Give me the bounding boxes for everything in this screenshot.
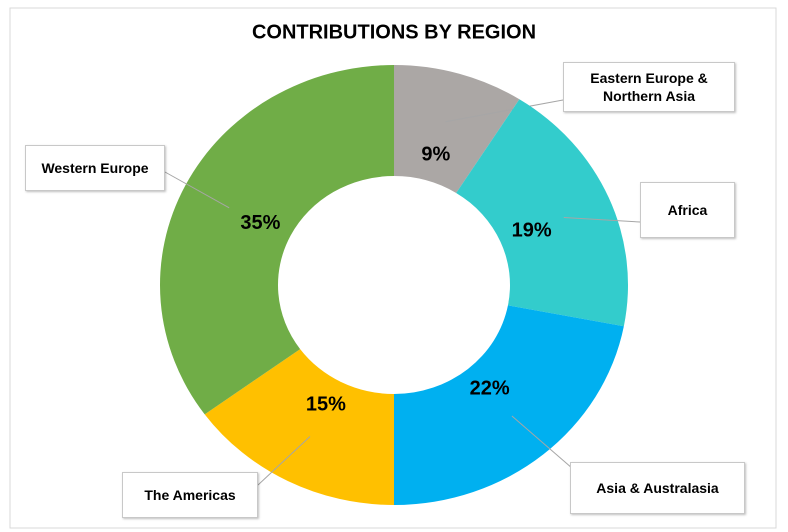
value-label: 19% (512, 220, 552, 242)
value-label: 15% (306, 394, 346, 416)
category-label: Western Europe (25, 145, 165, 191)
value-label: 9% (421, 144, 450, 166)
donut-slice (394, 65, 520, 193)
leader-line (257, 436, 311, 486)
category-label: Eastern Europe & Northern Asia (563, 62, 735, 112)
leader-line (164, 171, 230, 209)
donut-slice (394, 305, 624, 505)
category-label: The Americas (122, 472, 258, 518)
category-label: Africa (640, 182, 735, 238)
donut-slice (160, 64, 394, 415)
value-label: 35% (240, 212, 280, 234)
category-label: Asia & Australasia (570, 462, 745, 514)
leader-line (445, 99, 564, 123)
leader-line (511, 415, 581, 476)
value-label: 22% (470, 377, 510, 399)
donut-slice (204, 349, 394, 505)
donut-slice (456, 99, 628, 327)
chart-title: CONTRIBUTIONS BY REGION (252, 21, 536, 43)
leader-line (563, 216, 641, 223)
